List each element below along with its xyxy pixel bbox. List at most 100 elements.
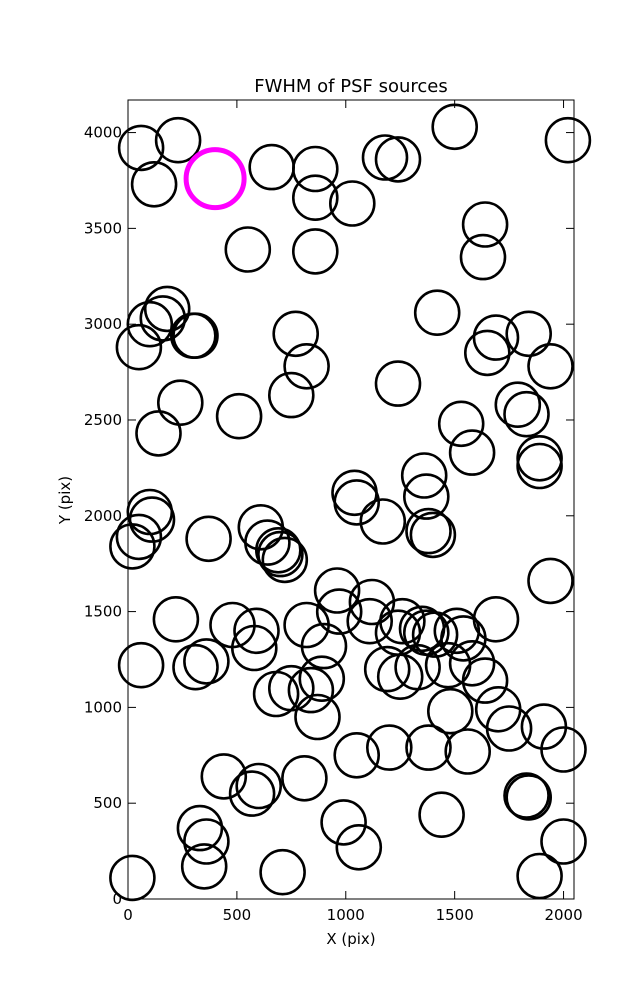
source-marker xyxy=(128,496,176,543)
source-marker xyxy=(313,567,361,614)
source-marker xyxy=(183,818,230,865)
source-marker xyxy=(440,615,487,662)
source-marker xyxy=(505,774,553,821)
source-marker xyxy=(248,143,296,191)
source-marker xyxy=(411,611,459,658)
source-marker xyxy=(172,643,219,691)
source-marker xyxy=(283,342,330,390)
source-marker xyxy=(157,379,204,427)
source-marker xyxy=(231,624,278,672)
source-marker xyxy=(185,515,232,563)
source-marker xyxy=(461,201,509,248)
source-marker xyxy=(374,360,422,407)
chart-title: FWHM of PSF sources xyxy=(254,76,448,97)
y-axis: 0 500 1000 1500 2000 2500 3000 3500 4000 xyxy=(84,124,574,908)
y-tick-label: 1500 xyxy=(84,603,122,621)
source-marker xyxy=(117,641,165,689)
source-marker xyxy=(431,103,479,151)
source-marker xyxy=(143,285,191,333)
x-tick-label: 1000 xyxy=(327,906,365,924)
source-marker xyxy=(267,664,315,712)
source-marker xyxy=(448,639,496,687)
source-marker xyxy=(540,726,587,773)
source-marker xyxy=(505,310,553,358)
y-tick-label: 3500 xyxy=(84,219,122,237)
source-marker xyxy=(461,657,509,704)
source-marker xyxy=(402,473,450,520)
source-marker xyxy=(433,607,481,655)
source-marker xyxy=(405,507,452,555)
source-marker xyxy=(409,511,457,559)
source-marker xyxy=(215,392,263,440)
source-marker xyxy=(426,687,474,735)
source-marker xyxy=(294,693,341,741)
source-marker xyxy=(472,595,520,643)
source-marker xyxy=(320,799,367,846)
y-axis-label: Y (pix) xyxy=(56,476,74,525)
data-marks xyxy=(109,103,592,902)
source-marker xyxy=(291,145,339,193)
source-marker xyxy=(115,323,163,371)
source-marker xyxy=(472,314,520,361)
source-marker xyxy=(228,770,276,817)
source-marker xyxy=(315,588,363,635)
source-marker xyxy=(183,638,230,685)
source-marker xyxy=(540,818,587,865)
source-marker xyxy=(418,791,465,839)
source-marker xyxy=(298,655,346,703)
source-marker xyxy=(444,728,492,775)
y-tick-label: 0 xyxy=(112,890,122,908)
source-marker xyxy=(413,289,461,337)
plot-frame xyxy=(127,99,575,900)
y-tick-label: 4000 xyxy=(84,124,122,142)
source-marker xyxy=(503,772,550,819)
source-marker xyxy=(109,854,156,902)
source-marker xyxy=(254,526,302,574)
x-tick-label: 0 xyxy=(123,906,133,924)
source-marker xyxy=(494,381,542,429)
source-marker xyxy=(281,754,328,802)
y-tick-label: 3000 xyxy=(84,315,122,333)
source-marker xyxy=(291,228,339,275)
source-marker xyxy=(272,310,320,358)
source-marker xyxy=(335,823,383,871)
y-tick-label: 500 xyxy=(93,794,122,812)
source-marker xyxy=(287,666,335,714)
source-marker xyxy=(516,852,563,900)
source-marker xyxy=(333,479,381,526)
source-marker xyxy=(235,762,283,810)
source-marker xyxy=(544,116,592,164)
source-marker xyxy=(152,595,200,643)
source-marker xyxy=(244,519,291,566)
source-marker xyxy=(365,724,413,771)
source-marker xyxy=(328,180,376,227)
source-marker xyxy=(109,523,156,570)
source-marker xyxy=(346,597,394,645)
source-marker xyxy=(172,312,219,360)
x-tick-label: 1500 xyxy=(436,906,474,924)
source-marker xyxy=(448,429,496,476)
highlighted-source-marker xyxy=(183,147,247,211)
source-marker xyxy=(527,557,574,605)
source-marker xyxy=(437,400,485,448)
x-tick-label: 500 xyxy=(223,906,252,924)
source-marker xyxy=(261,536,309,584)
source-marker xyxy=(176,804,224,852)
source-marker xyxy=(331,469,378,517)
source-marker xyxy=(224,226,272,273)
source-marker xyxy=(374,136,422,183)
source-marker xyxy=(130,161,178,208)
source-marker xyxy=(527,342,574,390)
y-tick-label: 2500 xyxy=(84,411,122,429)
source-marker xyxy=(233,607,280,655)
source-marker xyxy=(359,498,407,545)
x-axis: 0 500 1000 1500 2000 xyxy=(123,100,583,924)
source-marker xyxy=(257,530,304,578)
y-tick-label: 1000 xyxy=(84,698,122,716)
source-marker xyxy=(135,410,182,457)
source-marker xyxy=(115,513,163,561)
source-marker xyxy=(300,622,348,670)
source-marker xyxy=(516,434,563,482)
source-marker xyxy=(154,116,202,164)
